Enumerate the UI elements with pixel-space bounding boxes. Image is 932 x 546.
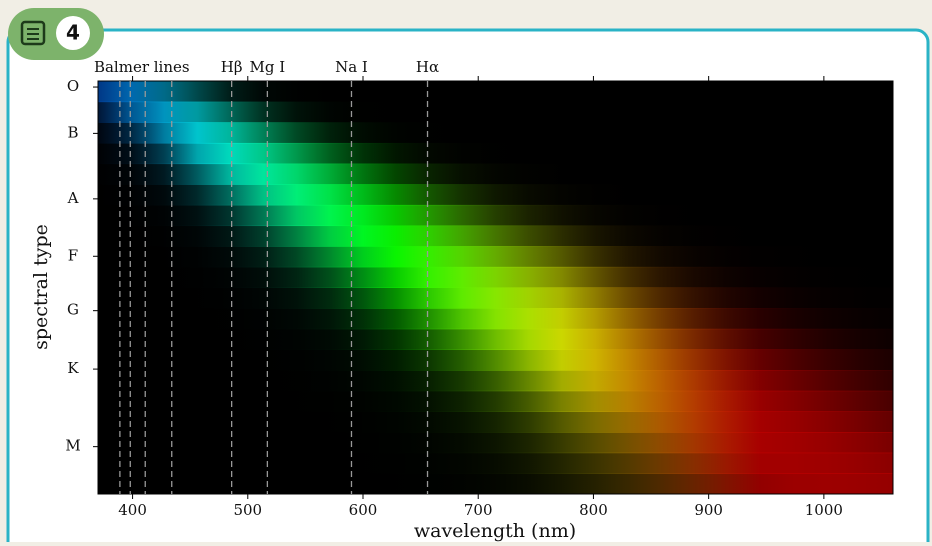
spectrum-band: [98, 308, 893, 330]
spectrum-band: [98, 246, 893, 268]
x-tick-label: 1000: [805, 501, 843, 519]
x-tick-label: 600: [349, 501, 378, 519]
spectrum-band: [98, 225, 893, 247]
spectrum-band: [98, 204, 893, 227]
y-tick-label: B: [67, 123, 78, 141]
annotation-label: Balmer lines: [94, 58, 190, 76]
spectrum-band: [98, 101, 893, 123]
spectrum-band: [98, 390, 893, 412]
y-tick-label: K: [67, 359, 79, 377]
annotation-label: Hβ: [221, 58, 243, 76]
spectrum-band: [98, 287, 893, 309]
annotation-label: Na I: [335, 58, 368, 76]
spectrum-band: [98, 122, 893, 144]
spectrum-band: [98, 266, 893, 288]
spectrum-band: [98, 142, 893, 165]
y-tick-label: F: [68, 246, 78, 264]
spectrum-band: [98, 163, 893, 185]
spectrum-band: [98, 452, 893, 474]
y-tick-label: O: [67, 77, 79, 95]
spectrum-band: [98, 411, 893, 433]
spectrum-band: [98, 432, 893, 454]
y-tick-label: M: [65, 437, 80, 455]
badge-circle: [56, 16, 90, 50]
annotation-label: Hα: [416, 58, 439, 76]
x-tick-label: 800: [579, 501, 608, 519]
x-tick-label: 400: [118, 501, 147, 519]
badge-number: 4: [66, 21, 80, 45]
spectrum-band: [98, 473, 893, 495]
x-tick-label: 900: [694, 501, 723, 519]
plot-frame: [97, 80, 894, 495]
spectrum-band: [98, 349, 893, 371]
spectrum-band: [98, 370, 893, 392]
x-tick-label: 500: [233, 501, 262, 519]
annotation-label: Mg I: [250, 58, 286, 76]
x-tick-label: 700: [464, 501, 493, 519]
y-tick-label: G: [67, 301, 79, 319]
spectrum-band: [98, 328, 893, 350]
spectrum-band: [98, 81, 893, 103]
spectrum-band: [98, 184, 893, 206]
y-axis-label: spectral type: [30, 224, 52, 350]
x-axis-label: wavelength (nm): [414, 520, 576, 542]
badge-icon: [20, 20, 46, 46]
y-tick-label: A: [67, 189, 79, 207]
